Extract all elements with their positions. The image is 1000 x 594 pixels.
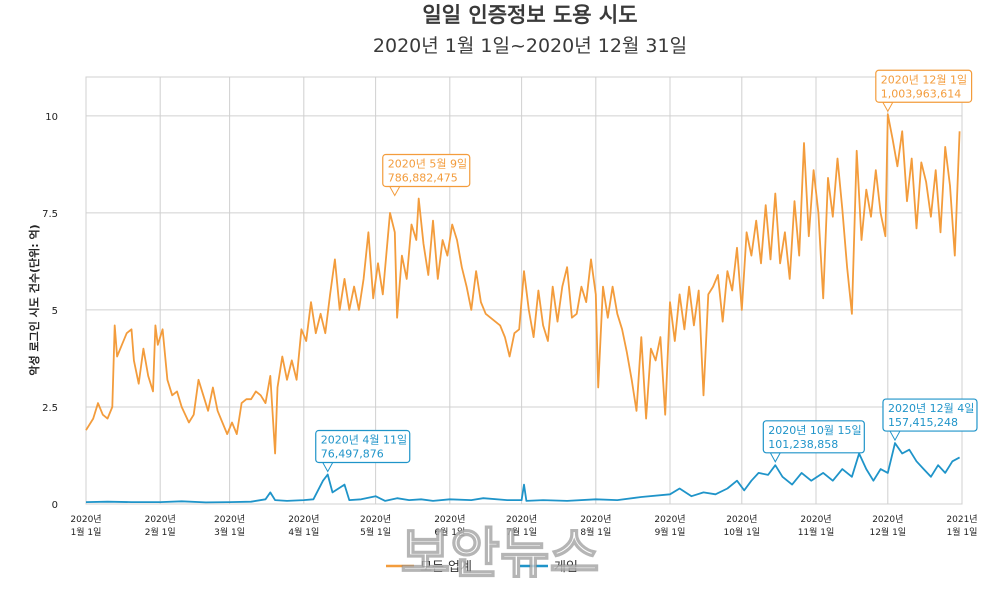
annotation-pointer <box>388 186 401 197</box>
annotation-box <box>875 69 973 103</box>
annotation-value: 76,497,876 <box>321 447 384 460</box>
x-tick-label: 1월 1일 <box>947 526 978 538</box>
annotation-box <box>382 153 471 188</box>
x-tick-label: 9월 1일 <box>655 526 686 538</box>
y-axis-ticks: 0 2.5 5 7.5 10 <box>42 112 58 511</box>
x-tick-label: 2020년 <box>434 514 465 525</box>
legend: 모든 업계 게임 <box>386 560 578 575</box>
legend-label: 게임 <box>554 560 578 575</box>
series-line-1 <box>85 442 961 504</box>
annotation-date: 2020년 12월 1일 <box>881 72 967 86</box>
y-tick-label: 5 <box>52 306 58 317</box>
annotation-value: 1,003,963,614 <box>881 87 961 100</box>
watermark: 보안뉴스 <box>401 522 600 585</box>
series-line-0 <box>85 113 961 455</box>
x-tick-label: 2020년 <box>70 514 101 525</box>
x-tick-label: 2020년 <box>654 514 685 525</box>
x-tick-label: 2020년 <box>145 514 176 525</box>
x-tick-label: 7월 1일 <box>506 526 537 538</box>
data-annotation: 2020년 12월 1일1,003,963,614 <box>875 69 973 113</box>
x-tick-label: 5월 1일 <box>360 526 391 538</box>
annotation-value: 786,882,475 <box>388 172 458 185</box>
annotation-box <box>315 429 411 464</box>
annotation-pointer <box>889 430 901 442</box>
annotation-date: 2020년 5월 9일 <box>388 157 467 171</box>
legend-label: 모든 업계 <box>420 560 472 575</box>
y-tick-label: 10 <box>45 112 58 123</box>
x-tick-label: 11월 1일 <box>798 526 835 538</box>
annotation-value: 157,415,248 <box>888 416 958 429</box>
y-tick-label: 2.5 <box>42 403 58 414</box>
x-tick-label: 2020년 <box>800 514 831 525</box>
x-tick-label: 4월 1일 <box>288 526 319 538</box>
annotation-pointer <box>321 461 334 473</box>
x-tick-label: 2020년 <box>288 514 319 525</box>
annotation-date: 2020년 4월 11일 <box>321 432 407 446</box>
x-tick-label: 2020년 <box>214 514 245 525</box>
chart-title: 일일 인증정보 도용 시도 <box>422 3 637 27</box>
annotation-pointer <box>769 452 782 463</box>
annotation-pointer <box>881 101 894 113</box>
annotation-box <box>762 420 865 454</box>
x-tick-label: 2월 1일 <box>145 526 176 538</box>
annotation-value: 101,238,858 <box>768 438 838 451</box>
x-tick-label: 2020년 <box>726 514 757 525</box>
annotation-date: 2020년 12월 4일 <box>888 401 974 415</box>
x-tick-label: 2020년 <box>872 514 903 525</box>
x-tick-label: 2020년 <box>360 514 391 525</box>
x-tick-label: 2021년 <box>946 514 977 525</box>
x-tick-label: 3월 1일 <box>214 526 245 538</box>
x-tick-label: 1월 1일 <box>71 526 102 538</box>
x-tick-label: 8월 1일 <box>580 526 611 538</box>
y-tick-label: 0 <box>52 500 58 511</box>
x-tick-label: 6월 1일 <box>434 526 465 538</box>
x-tick-label: 2020년 <box>580 514 611 525</box>
chart-subtitle: 2020년 1월 1일~2020년 12월 31일 <box>373 35 687 57</box>
x-tick-label: 2020년 <box>506 514 537 525</box>
y-tick-label: 7.5 <box>42 209 58 220</box>
annotation-date: 2020년 10월 15일 <box>768 423 861 437</box>
y-axis-label: 악성 로그인 시도 건수(단위: 억) <box>27 224 41 375</box>
x-tick-label: 12월 1일 <box>869 526 906 538</box>
x-tick-label: 10월 1일 <box>723 526 760 538</box>
annotation-box <box>882 398 978 432</box>
series-layer <box>85 113 961 504</box>
